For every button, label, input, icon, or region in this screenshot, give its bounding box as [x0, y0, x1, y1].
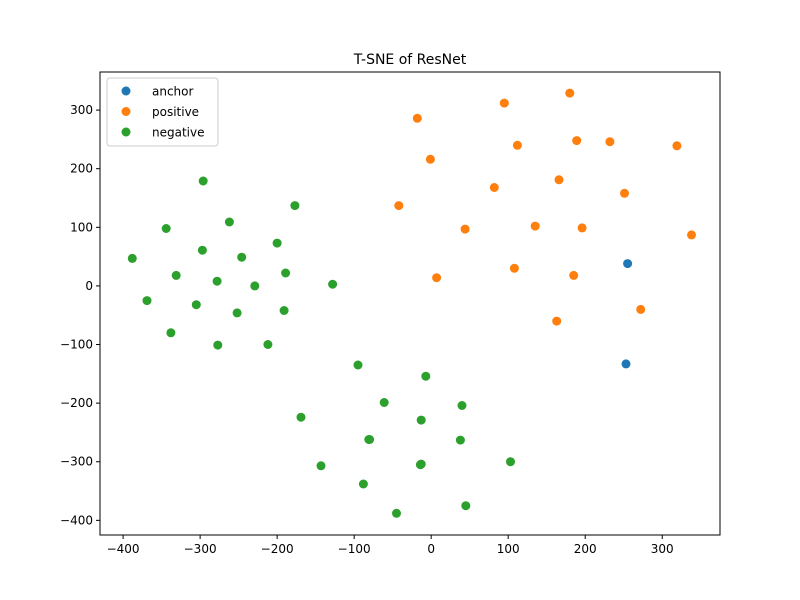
y-tick-label: 100 [70, 220, 93, 234]
point-negative [290, 201, 300, 211]
point-anchor [621, 359, 631, 369]
y-tick-label: 300 [70, 103, 93, 117]
legend-label-positive: positive [152, 105, 199, 119]
point-negative [506, 457, 515, 467]
point-positive [687, 230, 696, 240]
point-negative [455, 435, 465, 445]
legend-marker-anchor [121, 86, 131, 96]
point-negative [415, 460, 425, 470]
plot-area [100, 72, 720, 535]
y-tick-label: −100 [60, 338, 93, 352]
axes-layer: −400 −300 −200 −100 0 100 200 300 −400 −300 −200 −1… [60, 103, 674, 556]
point-negative [237, 252, 247, 262]
point-positive [554, 175, 564, 185]
point-negative [198, 176, 208, 186]
point-positive [636, 304, 646, 314]
plot-frame [99, 71, 721, 536]
point-positive [460, 224, 470, 234]
point-positive [509, 263, 519, 273]
x-tick-label: −400 [107, 542, 140, 556]
point-positive [565, 88, 575, 98]
point-negative [232, 308, 242, 318]
x-tick-label: 0 [427, 542, 435, 556]
point-negative [328, 279, 338, 289]
point-negative [279, 306, 289, 315]
point-positive [412, 113, 422, 123]
point-positive [572, 136, 582, 146]
point-negative [296, 412, 306, 422]
point-negative [358, 479, 368, 489]
legend-marker-positive [121, 107, 131, 116]
point-negative [364, 435, 374, 444]
point-positive [569, 270, 579, 280]
point-negative [281, 268, 291, 278]
legend: anchor positive negative [106, 77, 219, 147]
y-tick-label: −200 [60, 396, 93, 410]
legend-label-anchor: anchor [152, 85, 194, 99]
point-positive [499, 98, 509, 108]
y-tick-label: −400 [60, 513, 93, 527]
point-positive [512, 140, 522, 150]
point-positive [552, 316, 562, 326]
point-positive [605, 137, 615, 147]
point-negative [191, 300, 201, 310]
chart-title: T-SNE of ResNet [353, 52, 467, 68]
point-negative [353, 360, 363, 370]
point-positive [432, 273, 442, 283]
x-tick-label: −100 [338, 542, 371, 556]
point-negative [421, 371, 431, 381]
y-tick-label: 0 [85, 279, 93, 293]
point-negative [212, 276, 222, 286]
point-negative [197, 245, 207, 255]
point-negative [250, 281, 260, 291]
point-positive [394, 201, 404, 211]
point-positive [425, 154, 435, 164]
point-positive [489, 183, 499, 192]
legend-box [106, 77, 219, 147]
legend-label-negative: negative [152, 126, 204, 140]
point-positive [620, 188, 629, 198]
x-tick-label: −200 [261, 542, 294, 556]
point-negative [213, 340, 223, 350]
x-tick-label: 300 [651, 542, 674, 556]
y-tick-label: 200 [70, 162, 93, 176]
points-layer [127, 88, 696, 518]
x-tick-label: 200 [574, 542, 597, 556]
x-tick-label: −300 [184, 542, 217, 556]
point-anchor [623, 259, 633, 269]
point-positive [672, 141, 682, 151]
point-negative [457, 401, 467, 410]
point-positive [530, 221, 540, 231]
point-negative [416, 415, 426, 425]
legend-marker-negative [121, 127, 131, 137]
point-negative [171, 270, 181, 280]
point-positive [577, 223, 587, 233]
point-negative [461, 501, 471, 511]
point-negative [316, 461, 326, 471]
y-tick-label: −300 [60, 455, 93, 469]
point-negative [263, 340, 273, 349]
point-negative [379, 398, 389, 407]
point-negative [142, 296, 152, 306]
point-negative [224, 217, 234, 227]
x-tick-label: 100 [497, 542, 520, 556]
point-negative [392, 508, 401, 518]
point-negative [166, 328, 176, 338]
point-negative [127, 253, 137, 263]
point-negative [161, 224, 171, 233]
point-negative [272, 238, 282, 248]
